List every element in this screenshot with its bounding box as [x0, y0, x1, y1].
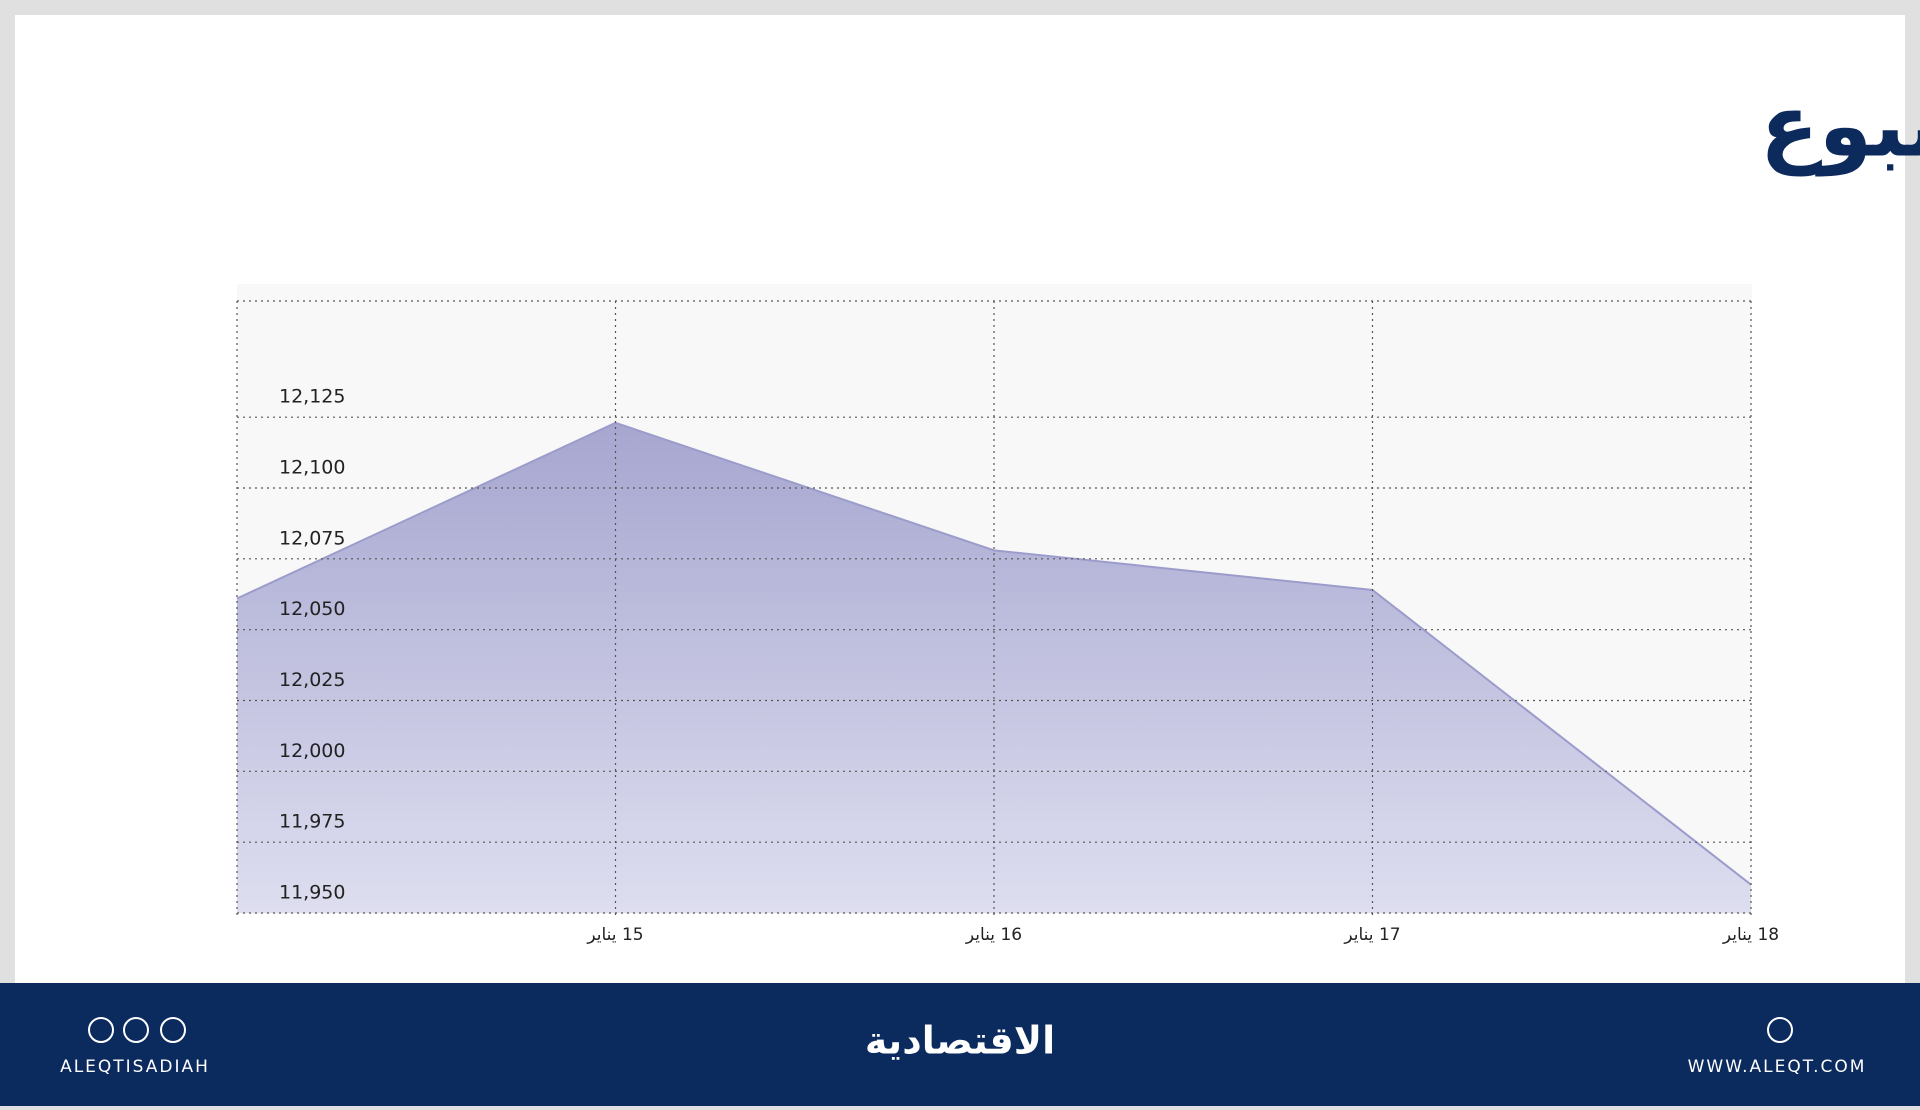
y-tick-label: 11,950	[279, 882, 345, 904]
y-tick-label: 12,125	[279, 386, 345, 408]
x-tick-label: 16 يناير	[965, 925, 1022, 945]
footer-band	[0, 983, 1920, 1106]
social-icons	[88, 1017, 1793, 1043]
x-tick-label: 17 يناير	[1343, 925, 1400, 945]
chart-title: المؤشر في أسبوع	[1760, 69, 1920, 176]
footer-social: ALEQTISADIAH	[60, 1057, 210, 1077]
area-line	[236, 421, 1752, 886]
footer-logo: الاقتصادية	[865, 1019, 1055, 1063]
footer-website: WWW.ALEQT.COM	[1688, 1057, 1867, 1077]
y-tick-label: 12,000	[279, 740, 345, 762]
y-tick-label: 11,975	[279, 811, 345, 833]
x-tick-label: 18 يناير	[1722, 925, 1779, 945]
y-tick-label: 12,050	[279, 598, 345, 620]
y-tick-label: 12,075	[279, 527, 345, 549]
y-tick-label: 12,100	[279, 457, 345, 479]
y-tick-label: 12,025	[279, 669, 345, 691]
x-tick-label: 15 يناير	[586, 925, 643, 945]
